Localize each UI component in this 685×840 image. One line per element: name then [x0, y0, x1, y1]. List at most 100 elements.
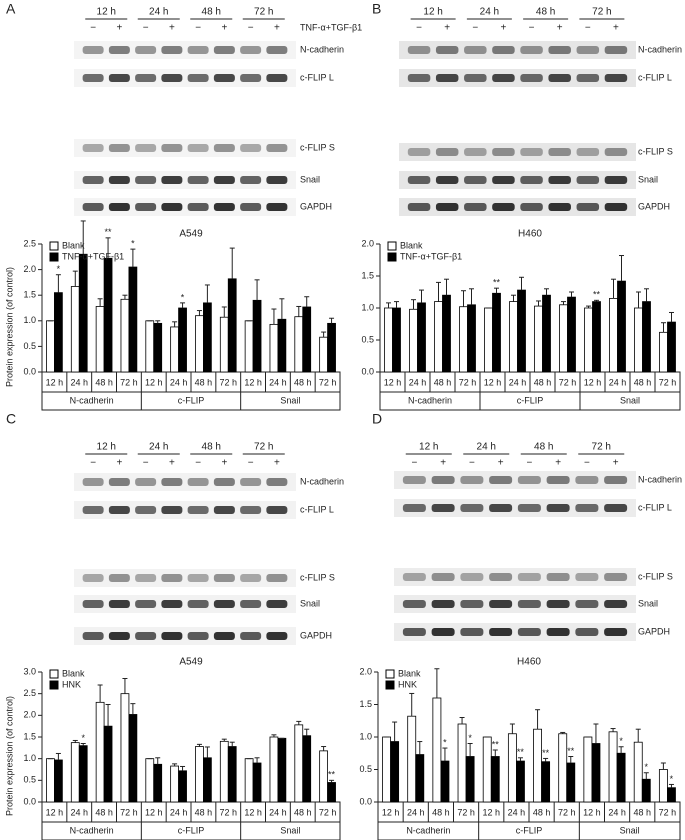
band	[575, 628, 599, 636]
band	[575, 600, 599, 608]
group-label: c-FLIP	[516, 825, 543, 835]
x-tick-label: 72 h	[459, 377, 477, 387]
blot-strip	[394, 595, 636, 613]
x-tick-label: 24 h	[608, 807, 626, 817]
bar	[482, 736, 492, 803]
bar	[46, 758, 55, 803]
band	[546, 600, 570, 608]
group-label: N-cadherin	[70, 825, 114, 835]
significance-mark: *	[619, 736, 623, 746]
band	[402, 476, 426, 484]
time-label: 72 h	[592, 442, 611, 453]
y-tick-label: 2.0	[23, 264, 36, 274]
band	[431, 600, 455, 608]
blot-strip	[399, 69, 636, 87]
band	[402, 628, 426, 636]
treatment-sign: +	[116, 23, 122, 34]
panel-letter: D	[372, 411, 382, 427]
protein-label: N-cadherin	[300, 44, 344, 54]
band	[161, 203, 183, 211]
y-tick-label: 3.0	[23, 666, 36, 676]
protein-label: c-FLIP L	[638, 72, 672, 82]
treatment-sign: +	[274, 458, 280, 469]
blot-strip	[394, 623, 636, 641]
x-tick-label: 48 h	[634, 377, 652, 387]
bar	[302, 306, 312, 373]
band	[108, 46, 130, 54]
bar	[294, 316, 304, 373]
time-label: 24 h	[149, 442, 168, 453]
band	[213, 203, 235, 211]
band	[161, 574, 183, 582]
band	[108, 574, 130, 582]
band	[520, 74, 543, 82]
x-tick-label: 48 h	[195, 377, 213, 387]
blot-strip	[394, 471, 636, 489]
bar	[584, 307, 593, 373]
bar	[70, 742, 80, 803]
band	[161, 74, 183, 82]
time-label: 72 h	[254, 442, 273, 453]
band	[520, 148, 543, 156]
band	[266, 176, 288, 184]
blot-strip	[74, 473, 296, 491]
bar	[195, 746, 204, 803]
band	[604, 74, 628, 82]
band	[517, 600, 541, 608]
x-tick-label: 12 h	[484, 377, 502, 387]
treatment-sign: −	[416, 23, 422, 34]
x-tick-label: 72 h	[659, 377, 677, 387]
treatment-sign: +	[221, 23, 227, 34]
bar	[459, 306, 468, 373]
bar	[592, 301, 601, 373]
group-label: Snail	[280, 825, 300, 835]
bar	[559, 304, 568, 373]
chart-title: A549	[179, 229, 203, 240]
bar	[244, 758, 254, 803]
band	[240, 46, 262, 54]
band	[548, 148, 571, 156]
y-tick-label: 0.0	[23, 796, 36, 806]
treatment-sign: −	[526, 458, 532, 469]
protein-label: Snail	[638, 598, 658, 608]
time-label: 48 h	[534, 442, 553, 453]
bar	[145, 758, 155, 803]
band	[407, 203, 431, 211]
band	[82, 46, 104, 54]
band	[213, 46, 235, 54]
band	[82, 574, 104, 582]
band	[575, 476, 599, 484]
bar	[195, 315, 204, 373]
band	[135, 506, 157, 514]
band	[240, 74, 262, 82]
protein-label: c-FLIP L	[300, 72, 334, 82]
x-tick-label: 48 h	[533, 807, 551, 817]
group-label: c-FLIP	[517, 395, 544, 405]
bar	[392, 307, 401, 373]
band	[489, 476, 513, 484]
panel-letter: C	[6, 411, 16, 427]
group-label: Snail	[280, 395, 300, 405]
band	[435, 74, 459, 82]
band	[240, 600, 262, 608]
band	[187, 144, 209, 152]
band	[576, 148, 600, 156]
group-label: N-cadherin	[408, 395, 452, 405]
blot-strip	[74, 171, 296, 189]
band	[108, 74, 130, 82]
band	[604, 573, 628, 581]
band	[82, 506, 104, 514]
band	[548, 74, 571, 82]
bar	[609, 297, 618, 373]
significance-mark: *	[131, 238, 135, 248]
band	[266, 74, 288, 82]
bar	[78, 745, 88, 803]
band	[576, 203, 600, 211]
band	[108, 506, 130, 514]
band	[604, 46, 628, 54]
band	[266, 632, 288, 640]
bar	[567, 296, 576, 373]
band	[604, 476, 628, 484]
band	[135, 176, 157, 184]
